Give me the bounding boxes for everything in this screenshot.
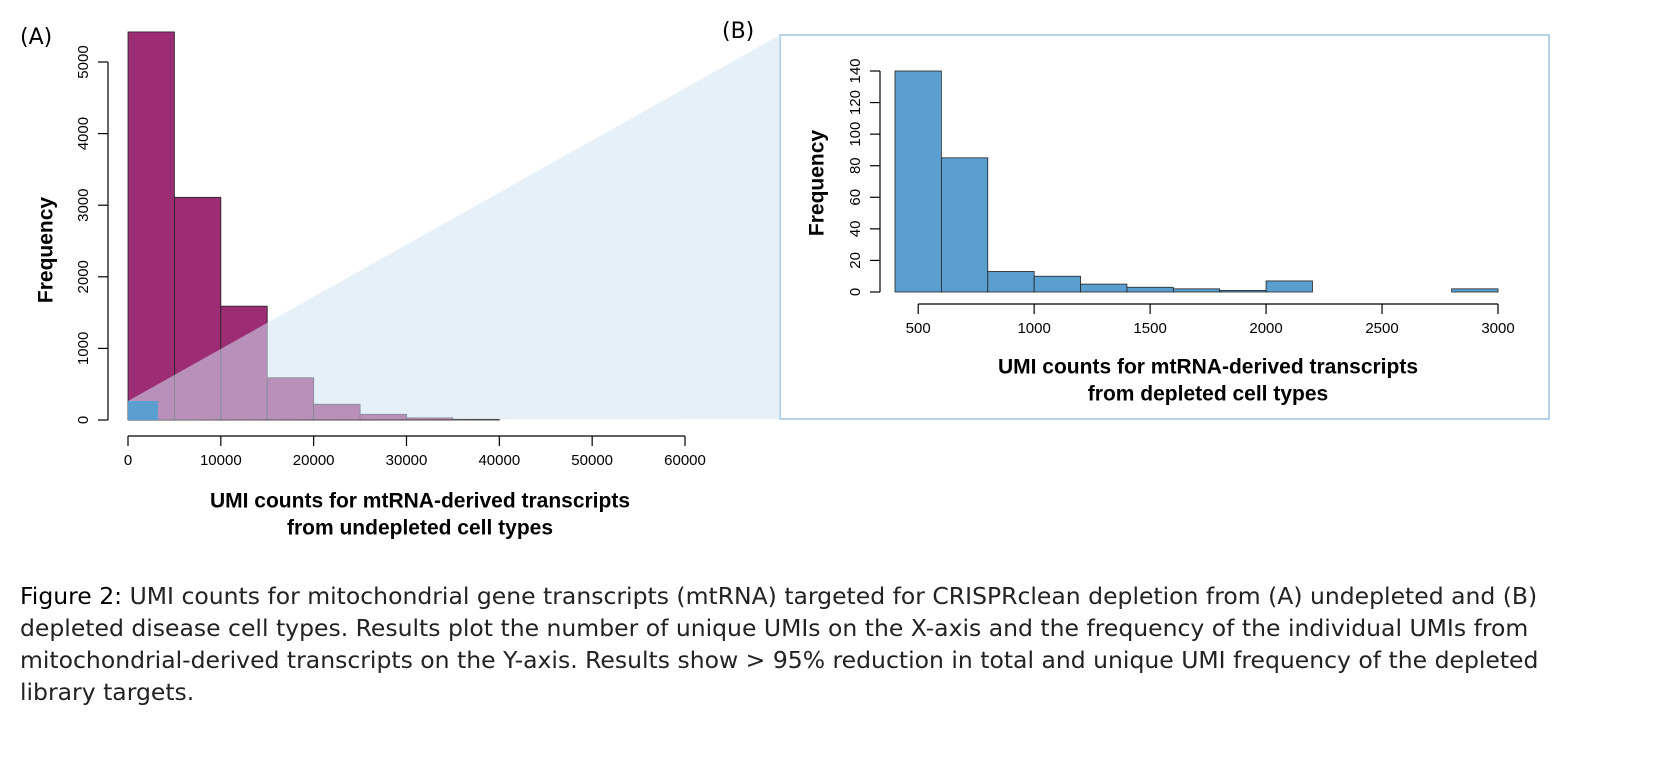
y-tick-label: 140 bbox=[847, 58, 864, 83]
caption-text: UMI counts for mitochondrial gene transc… bbox=[20, 582, 1539, 706]
bar bbox=[1033, 275, 1081, 293]
bar bbox=[987, 271, 1035, 293]
x-tick-label: 1000 bbox=[1017, 320, 1050, 337]
y-tick-label: 5000 bbox=[75, 45, 92, 78]
bar bbox=[1126, 286, 1174, 293]
x-tick-label: 30000 bbox=[386, 452, 428, 469]
x-tick-label: 50000 bbox=[571, 452, 613, 469]
x-tick-label: 2000 bbox=[1249, 320, 1282, 337]
y-tick-label: 0 bbox=[847, 288, 864, 296]
x-axis-label: UMI counts for mtRNA-derived transcripts bbox=[998, 356, 1418, 379]
y-tick-label: 0 bbox=[75, 416, 92, 424]
y-tick-label: 4000 bbox=[75, 117, 92, 150]
x-tick-label: 60000 bbox=[664, 452, 706, 469]
y-tick-label: 40 bbox=[847, 221, 864, 238]
y-axis-label: Frequency bbox=[35, 197, 58, 304]
x-tick-label: 1500 bbox=[1133, 320, 1166, 337]
x-axis-label: from depleted cell types bbox=[1088, 383, 1328, 406]
figure: 0 10000 20000 30000 40000 50000 60000010002000… bbox=[20, 19, 1550, 540]
y-tick-label: 3000 bbox=[75, 189, 92, 222]
y-tick-label: 2000 bbox=[75, 260, 92, 293]
x-tick-label: 40000 bbox=[478, 452, 520, 469]
zoom-region bbox=[128, 401, 158, 420]
x-tick-label: 3000 bbox=[1481, 320, 1514, 337]
y-tick-label: 80 bbox=[847, 157, 864, 174]
x-axis-label: from undepleted cell types bbox=[287, 517, 553, 540]
bar bbox=[1265, 280, 1313, 293]
bar bbox=[894, 70, 942, 293]
x-tick-label: 20000 bbox=[293, 452, 335, 469]
x-tick-label: 0 bbox=[124, 452, 132, 469]
y-tick-label: 100 bbox=[847, 122, 864, 147]
y-tick-label: 60 bbox=[847, 189, 864, 206]
y-tick-label: 20 bbox=[847, 252, 864, 269]
bar bbox=[1451, 288, 1499, 293]
bar bbox=[1219, 290, 1267, 293]
caption: Figure 2: UMI counts for mitochondrial g… bbox=[20, 580, 1550, 708]
y-tick-label: 120 bbox=[847, 90, 864, 115]
bar bbox=[1172, 288, 1221, 293]
bar bbox=[127, 31, 175, 421]
x-axis-label: UMI counts for mtRNA-derived transcripts bbox=[210, 490, 630, 513]
bar bbox=[940, 157, 989, 293]
caption-label: Figure 2: bbox=[20, 582, 123, 610]
x-tick-label: 500 bbox=[906, 320, 931, 337]
x-tick-label: 2500 bbox=[1365, 320, 1398, 337]
bar bbox=[1080, 283, 1128, 293]
panel-label: (A) bbox=[20, 25, 52, 50]
zoom-shade bbox=[128, 35, 780, 420]
x-tick-label: 10000 bbox=[200, 452, 242, 469]
y-tick-label: 1000 bbox=[75, 332, 92, 365]
panel-label: (B) bbox=[722, 19, 754, 44]
y-axis-label: Frequency bbox=[806, 130, 829, 237]
